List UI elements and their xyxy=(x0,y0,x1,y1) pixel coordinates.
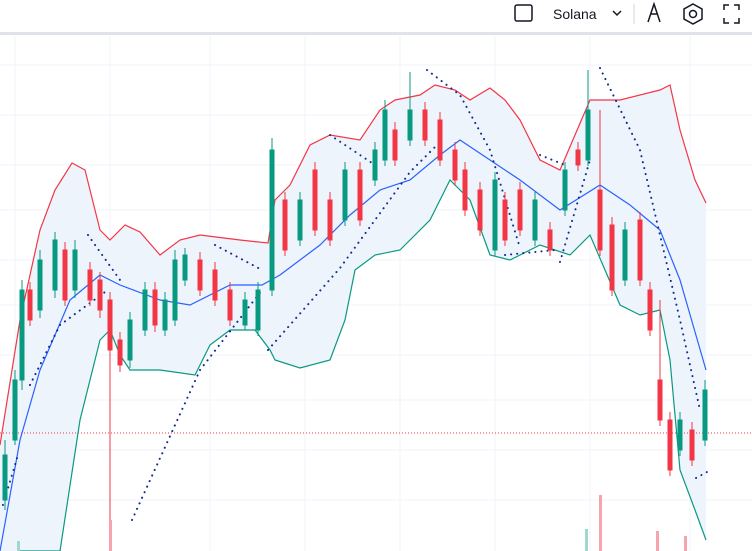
toolbar: Solana xyxy=(0,0,752,35)
candles-up xyxy=(2,70,708,510)
toolbar-icons[interactable] xyxy=(514,1,740,25)
parabolic-sar xyxy=(2,67,708,521)
volume-bars xyxy=(17,495,687,551)
candles-down xyxy=(27,102,695,520)
symbol-name[interactable]: Solana xyxy=(553,6,597,22)
band-fill xyxy=(0,85,706,551)
